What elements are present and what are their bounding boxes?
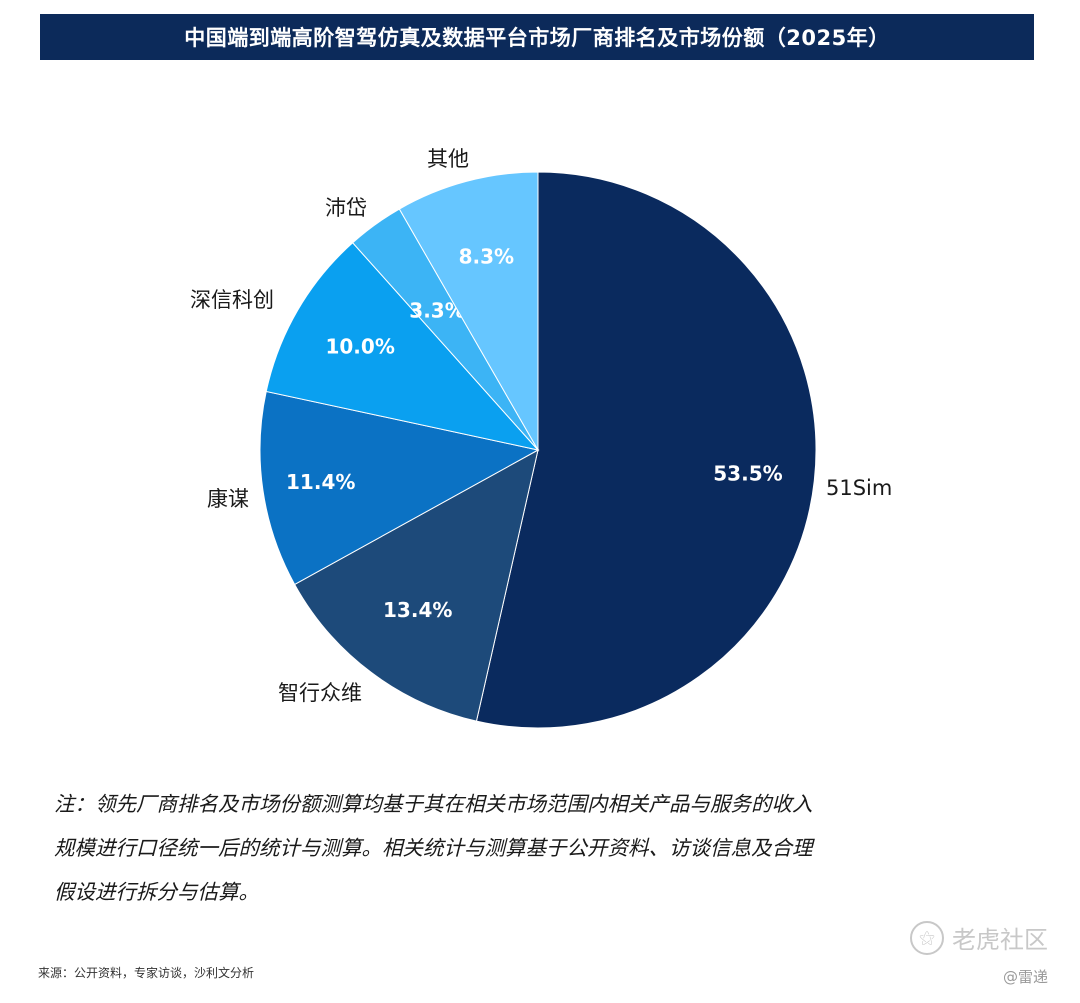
slice-category-label-3: 深信科创 bbox=[190, 288, 274, 312]
watermark-text: 老虎社区 bbox=[952, 926, 1048, 954]
chart-title: 中国端到端高阶智驾仿真及数据平台市场厂商排名及市场份额（2025年） bbox=[184, 26, 890, 50]
slice-value-label-3: 10.0% bbox=[325, 335, 394, 359]
pie-slice-0 bbox=[475, 171, 817, 729]
footnote-line-2: 规模进行口径统一后的统计与测算。相关统计与测算基于公开资料、访谈信息及合理 bbox=[54, 836, 813, 860]
pie-slice-2 bbox=[259, 390, 540, 586]
slice-category-label-5: 其他 bbox=[427, 147, 469, 171]
slice-category-label-4: 沛岱 bbox=[325, 196, 367, 220]
slice-category-label-0: 51Sim bbox=[826, 476, 892, 500]
footnote-line-1: 注：领先厂商排名及市场份额测算均基于其在相关市场范围内相关产品与服务的收入 bbox=[54, 792, 813, 816]
tiger-logo-icon: ⚝ bbox=[910, 920, 944, 955]
author-tag: @雷递 bbox=[1003, 968, 1049, 986]
slice-value-label-5: 8.3% bbox=[459, 245, 514, 269]
watermark: ⚝ 老虎社区 bbox=[910, 920, 1048, 955]
footnote: 注：领先厂商排名及市场份额测算均基于其在相关市场范围内相关产品与服务的收入 规模… bbox=[54, 782, 1014, 914]
slice-value-label-2: 11.4% bbox=[286, 470, 355, 494]
pie-slice-5 bbox=[398, 171, 539, 452]
slice-value-label-0: 53.5% bbox=[713, 462, 782, 486]
footnote-line-3: 假设进行拆分与估算。 bbox=[54, 880, 259, 904]
source-text: 来源：公开资料，专家访谈，沙利文分析 bbox=[38, 966, 255, 980]
slice-category-label-1: 智行众维 bbox=[278, 681, 362, 705]
pie-slice-1 bbox=[293, 449, 539, 722]
pie-slice-3 bbox=[265, 242, 540, 451]
slice-category-label-2: 康谋 bbox=[207, 487, 249, 511]
slice-value-label-1: 13.4% bbox=[383, 598, 452, 622]
title-bar: 中国端到端高阶智驾仿真及数据平台市场厂商排名及市场份额（2025年） bbox=[40, 14, 1034, 60]
